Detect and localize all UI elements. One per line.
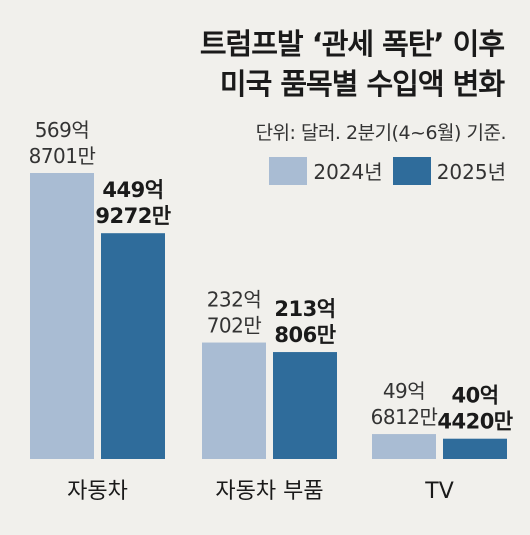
bar-2024-2 <box>372 434 436 459</box>
legend: 2024년 2025년 <box>259 156 506 185</box>
legend-item-2025: 2025년 <box>392 156 506 185</box>
chart-title-line-2: 미국 품목별 수입액 변화 <box>219 67 505 101</box>
legend-label-2024: 2024년 <box>313 160 383 184</box>
unit-note: 단위: 달러. 2분기(4~6월) 기준. <box>255 122 507 144</box>
category-label-2: TV <box>424 479 454 504</box>
bar-2024-0 <box>30 173 94 459</box>
data-label-2025-1: 213억 806만 <box>274 297 335 347</box>
bar-2024-1 <box>202 342 266 459</box>
legend-swatch-2024 <box>269 156 308 185</box>
category-label-0: 자동차 <box>67 479 128 504</box>
bar-2025-2 <box>443 438 507 459</box>
legend-item-2024: 2024년 <box>269 156 383 185</box>
data-label-2024-0: 569억 8701만 <box>29 118 96 168</box>
bar-2025-1 <box>273 352 337 459</box>
legend-swatch-2025 <box>392 156 431 185</box>
category-label-1: 자동차 부품 <box>215 479 323 504</box>
data-label-2025-0: 449억 9272만 <box>95 178 170 228</box>
bar-2025-0 <box>101 233 165 459</box>
chart-title: 트럼프발 ‘관세 폭탄’ 이후 미국 품목별 수입액 변화 <box>199 24 505 104</box>
data-label-2024-1: 232억 702만 <box>207 288 262 338</box>
chart-title-line-1: 트럼프발 ‘관세 폭탄’ 이후 <box>199 27 505 61</box>
data-label-2024-2: 49억 6812만 <box>371 379 438 429</box>
legend-label-2025: 2025년 <box>436 160 506 184</box>
data-label-2025-2: 40억 4420만 <box>437 384 512 434</box>
